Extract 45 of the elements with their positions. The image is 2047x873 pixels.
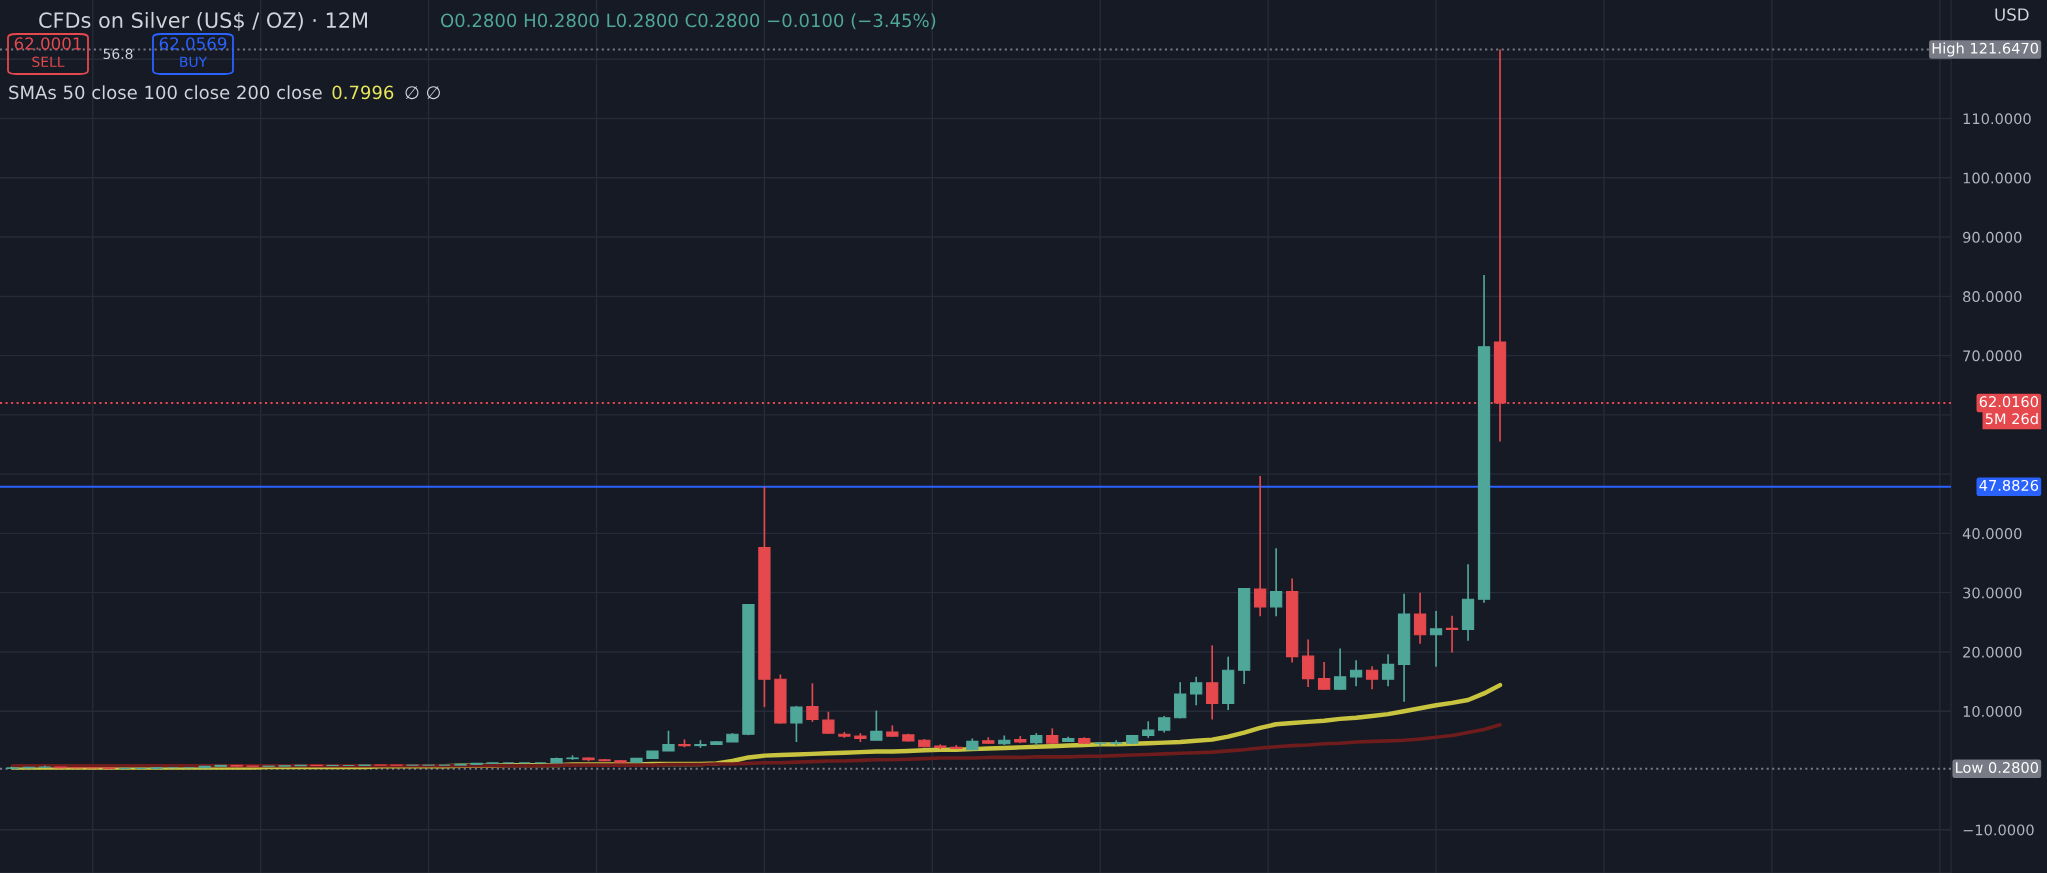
y-tick-label: 30.0000: [1963, 587, 2022, 599]
annotation: 62.0569: [159, 37, 227, 50]
text: 5M 26d: [1985, 412, 2038, 425]
y-tick-label: 90.0000: [1963, 231, 2022, 243]
candlestick: [1301, 638, 1315, 688]
y-tick-label: −10.0000: [1963, 824, 2034, 836]
candlestick: [822, 710, 835, 735]
annotation: SMAs 50 close 100 close 200 close: [9, 85, 322, 100]
candlestick: [1269, 547, 1283, 618]
candlestick: [790, 705, 803, 743]
y-tick-label: 100.0000: [1963, 172, 2031, 184]
candlestick: [1333, 647, 1347, 691]
candlestick: [1190, 675, 1203, 707]
y-tick-label: 20.0000: [1963, 646, 2022, 658]
candlestick: [1206, 644, 1219, 721]
line-series: [10, 723, 1502, 768]
annotation: 62.0001: [14, 37, 81, 50]
candlestick: [1365, 665, 1379, 691]
ref-line-label: High 121.6470: [1932, 42, 2039, 57]
candlestick: [662, 729, 675, 752]
candlestick: [1317, 661, 1331, 691]
candlestick: [870, 709, 883, 742]
annotation: 56.8: [103, 48, 133, 60]
annotation: 0.7996: [332, 85, 394, 100]
candlestick: [1349, 659, 1363, 688]
annotation: SELL: [32, 56, 65, 68]
candlestick: [806, 682, 819, 723]
annotation: BUY: [180, 56, 208, 68]
y-tick-label: 110.0000: [1963, 113, 2031, 125]
y-tick-label: 80.0000: [1963, 291, 2022, 303]
ref-line-label: 62.0160: [1979, 396, 2039, 408]
candlestick: [1381, 653, 1395, 688]
text: USD: [1995, 8, 2029, 21]
candlestick: [1254, 475, 1267, 618]
annotation: O0.2800 H0.2800 L0.2800 C0.2800 −0.0100 (−3.45%): [441, 13, 936, 30]
ref-line-label: Low 0.2800: [1956, 762, 2039, 774]
annotation: ∅ ∅: [405, 86, 440, 100]
candlestick: [1174, 681, 1187, 720]
y-tick-label: 10.0000: [1963, 705, 2022, 717]
ref-line-label: 47.8826: [1979, 479, 2039, 491]
text: CFDs on Silver (US$ / OZ) · 12M: [39, 11, 367, 31]
y-tick-label: 70.0000: [1963, 350, 2022, 362]
candlestick: [1413, 591, 1427, 645]
candlestick: [1429, 610, 1443, 668]
y-tick-label: 40.0000: [1962, 528, 2022, 540]
